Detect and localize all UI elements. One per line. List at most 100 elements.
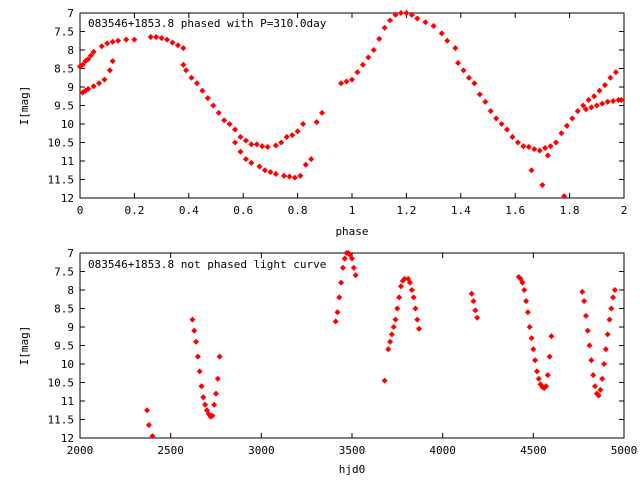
y-tick-label: 10.5 [48,137,75,150]
data-point [336,294,343,301]
data-point [202,401,209,408]
x-tick-label: 0.8 [288,204,308,217]
data-point [526,323,533,331]
data-point [212,390,220,397]
data-point [370,46,377,54]
data-point [183,67,190,74]
data-point [193,338,200,345]
y-tick-label: 10 [61,358,74,371]
chart-title: 083546+1853.8 phased with P=310.0day [88,17,327,30]
data-point [582,106,589,113]
data-point [582,312,589,319]
data-point [493,115,500,122]
data-point [602,346,609,353]
x-tick-label: 0.2 [124,204,144,217]
data-point [521,286,528,294]
data-point [407,279,414,286]
data-point [104,40,111,47]
data-point [85,85,92,92]
data-point [474,314,481,321]
data-point [604,331,611,338]
y-tick-label: 8.5 [54,303,74,316]
data-point [289,132,296,139]
data-point [388,331,395,338]
data-point [253,141,260,148]
data-point [430,22,437,29]
data-point [194,353,201,360]
data-point [444,37,451,44]
data-point [561,193,568,200]
data-point [536,147,543,154]
data-point [397,283,404,290]
data-point [352,272,359,279]
y-axis-title: I[mag] [18,326,31,366]
data-point [101,76,108,83]
data-point [189,316,196,323]
data-point [385,346,392,353]
data-point [412,305,419,312]
data-point [297,172,304,179]
data-point [612,69,619,76]
y-tick-label: 8.5 [54,63,74,76]
data-point [606,316,613,323]
data-point [438,30,445,37]
data-point [530,346,537,353]
data-point [308,156,315,163]
y-tick-label: 7.5 [54,26,74,39]
data-point [387,338,394,345]
data-point [286,173,293,180]
data-point [214,375,221,382]
data-point [191,327,198,334]
data-point [348,76,356,83]
x-tick-label: 0.4 [179,204,199,217]
data-point [547,143,554,150]
data-point [593,102,600,109]
data-point [591,383,599,390]
data-point [533,368,540,375]
data-point [145,422,152,429]
data-point [509,133,516,140]
data-point [455,59,462,66]
data-point [109,58,116,65]
data-point [574,108,581,115]
data-point [85,56,92,63]
data-point [350,264,357,271]
data-point [232,126,239,133]
data-point [487,108,494,115]
data-point [90,48,97,55]
data-point [498,120,505,128]
data-point [300,120,307,128]
data-point [471,80,478,87]
data-point [586,342,593,349]
data-point [403,9,410,17]
data-point [341,255,348,262]
data-point [392,316,399,323]
data-point [392,11,399,18]
phased-light-curve-chart: 0 0.2 0.4 0.6 0.8 1 1.2 1.4 1.6 1.8 2 7 7.5 8 8.5 9 9.5 1… [18,7,627,238]
data-point [585,96,592,103]
data-point [524,309,531,316]
data-point [131,36,138,43]
data-point [599,375,606,382]
data-point [199,87,206,94]
y-tick-label: 11.5 [48,174,75,187]
data-point [338,80,345,87]
data-point [264,143,271,150]
data-point [196,368,203,375]
y-tick-label: 10.5 [48,377,75,390]
data-point [381,24,388,31]
data-point [216,353,223,360]
x-tick-label: 2000 [67,444,94,457]
x-tick-label: 2 [621,204,628,217]
data-point [460,67,467,74]
data-point [90,83,97,90]
data-point [267,169,274,176]
data-point [528,167,535,174]
data-point [387,17,394,24]
x-tick-label: 2500 [157,444,184,457]
data-point [590,372,597,379]
data-point [601,360,608,368]
data-point [532,357,539,364]
data-point [348,255,356,262]
x-tick-label: 1.8 [560,204,580,217]
